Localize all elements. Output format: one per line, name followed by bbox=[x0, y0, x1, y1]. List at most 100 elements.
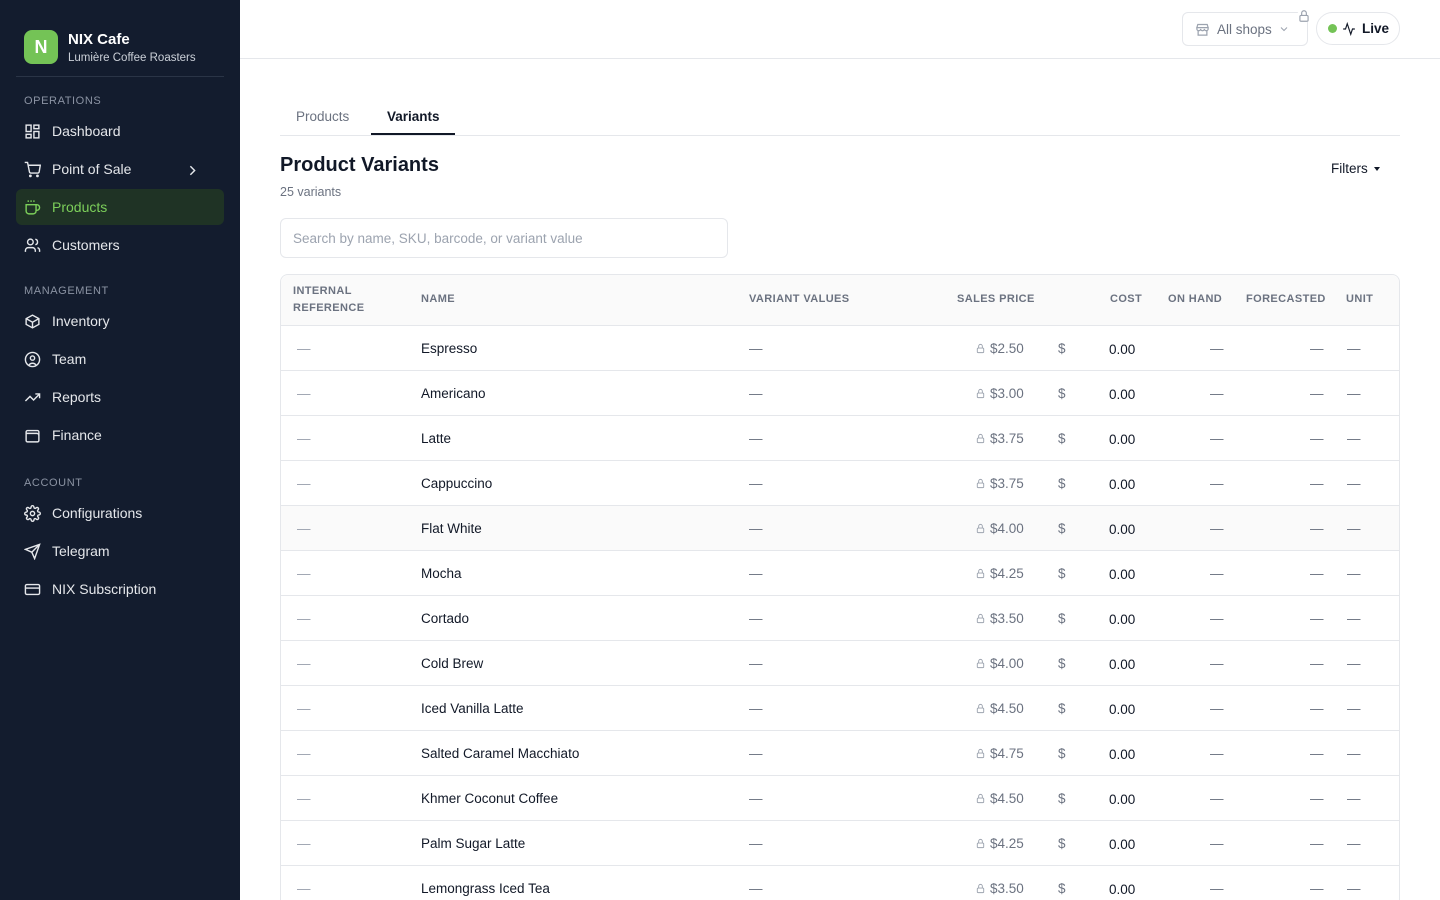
column-header-internal-reference[interactable]: INTERNAL REFERENCE bbox=[293, 283, 364, 317]
sidebar-item-team[interactable]: Team bbox=[16, 341, 224, 377]
sidebar-item-label: Dashboard bbox=[52, 123, 121, 139]
cell-variant-values: — bbox=[749, 341, 763, 356]
cell-unit: — bbox=[1347, 701, 1361, 716]
cell-currency: $ bbox=[1058, 521, 1066, 536]
table-body: — Espresso — $2.50 $0.00 — — — — Americano — $3.00 $… bbox=[281, 326, 1399, 900]
cell-internal-reference: — bbox=[297, 881, 311, 896]
sidebar-item-finance[interactable]: Finance bbox=[16, 417, 224, 453]
column-header-forecasted[interactable]: FORECASTED bbox=[1246, 293, 1326, 305]
column-header-variant-values[interactable]: VARIANT VALUES bbox=[749, 293, 850, 305]
sidebar-item-label: NIX Subscription bbox=[52, 581, 157, 597]
price-value: $4.25 bbox=[990, 566, 1024, 581]
cell-name: Latte bbox=[421, 431, 452, 446]
cell-cost: 0.00 bbox=[1109, 882, 1136, 897]
cell-sales-price: $3.50 bbox=[975, 610, 1024, 627]
tab-products[interactable]: Products bbox=[296, 109, 350, 124]
cell-variant-values: — bbox=[749, 881, 763, 896]
cell-cost: 0.00 bbox=[1109, 792, 1136, 807]
section-label-management: MANAGEMENT bbox=[24, 285, 109, 297]
cell-internal-reference: — bbox=[297, 566, 311, 581]
shop-selector-label: All shops bbox=[1217, 21, 1272, 37]
column-header-sales-price[interactable]: SALES PRICE bbox=[957, 293, 1035, 305]
column-header-name[interactable]: NAME bbox=[421, 293, 455, 305]
live-status-button[interactable]: Live bbox=[1316, 12, 1400, 45]
cell-forecasted: — bbox=[1310, 791, 1324, 806]
lock-icon bbox=[976, 388, 985, 399]
cell-on-hand: — bbox=[1210, 386, 1224, 401]
cell-cost: 0.00 bbox=[1109, 477, 1136, 492]
column-header-on-hand[interactable]: ON HAND bbox=[1168, 293, 1223, 305]
sidebar-item-inventory[interactable]: Inventory bbox=[16, 303, 224, 339]
cell-sales-price: $4.00 bbox=[975, 520, 1024, 537]
price-value: $4.50 bbox=[990, 791, 1024, 806]
column-header-unit[interactable]: UNIT bbox=[1346, 293, 1374, 305]
filters-button[interactable]: Filters bbox=[1331, 161, 1380, 176]
cell-internal-reference: — bbox=[297, 386, 311, 401]
live-label: Live bbox=[1362, 21, 1390, 36]
cell-variant-values: — bbox=[749, 701, 763, 716]
cell-name: Salted Caramel Macchiato bbox=[421, 746, 580, 761]
cell-internal-reference: — bbox=[297, 611, 311, 626]
table-row[interactable]: — Latte — $3.75 $0.00 — — — bbox=[281, 416, 1399, 461]
card-icon bbox=[24, 583, 41, 595]
cell-cost: 0.00 bbox=[1109, 387, 1136, 402]
price-value: $4.25 bbox=[990, 836, 1024, 851]
cell-unit: — bbox=[1347, 386, 1361, 401]
sidebar-item-nix-subscription[interactable]: NIX Subscription bbox=[16, 571, 224, 607]
table-header: INTERNAL REFERENCE NAME VARIANT VALUES S… bbox=[281, 275, 1399, 326]
sidebar-item-configurations[interactable]: Configurations bbox=[16, 495, 224, 531]
main-content: Products Variants Product Variants 25 va… bbox=[280, 59, 1400, 900]
sidebar-item-telegram[interactable]: Telegram bbox=[16, 533, 224, 569]
cell-forecasted: — bbox=[1310, 611, 1324, 626]
table-row[interactable]: — Cappuccino — $3.75 $0.00 — — — bbox=[281, 461, 1399, 506]
cell-unit: — bbox=[1347, 656, 1361, 671]
lock-icon bbox=[976, 883, 985, 894]
price-value: $3.50 bbox=[990, 881, 1024, 896]
cell-name: Espresso bbox=[421, 341, 478, 356]
sidebar-item-customers[interactable]: Customers bbox=[16, 227, 224, 263]
lock-icon bbox=[976, 613, 985, 624]
table-row[interactable]: — Iced Vanilla Latte — $4.50 $0.00 — — — bbox=[281, 686, 1399, 731]
table-row[interactable]: — Flat White — $4.00 $0.00 — — — bbox=[281, 506, 1399, 551]
sidebar-item-reports[interactable]: Reports bbox=[16, 379, 224, 415]
cell-internal-reference: — bbox=[297, 746, 311, 761]
cell-on-hand: — bbox=[1210, 836, 1224, 851]
table-row[interactable]: — Cortado — $3.50 $0.00 — — — bbox=[281, 596, 1399, 641]
sidebar-item-dashboard[interactable]: Dashboard bbox=[16, 113, 224, 149]
table-row[interactable]: — Espresso — $2.50 $0.00 — — — bbox=[281, 326, 1399, 371]
send-icon bbox=[24, 542, 41, 560]
sidebar-item-label: Reports bbox=[52, 389, 102, 405]
search-input[interactable] bbox=[280, 218, 728, 258]
column-header-cost[interactable]: COST bbox=[1110, 293, 1143, 305]
tab-variants[interactable]: Variants bbox=[387, 109, 440, 124]
lock-icon bbox=[976, 568, 985, 579]
cell-cost: 0.00 bbox=[1109, 522, 1136, 537]
sidebar-item-label: Telegram bbox=[52, 543, 110, 559]
cell-name: Lemongrass Iced Tea bbox=[421, 881, 550, 896]
live-dot bbox=[1328, 24, 1337, 33]
cell-currency: $ bbox=[1058, 656, 1066, 671]
table-row[interactable]: — Mocha — $4.25 $0.00 — — — bbox=[281, 551, 1399, 596]
price-value: $4.00 bbox=[990, 521, 1024, 536]
lock-icon bbox=[976, 748, 985, 759]
sidebar: N NIX Cafe Lumière Coffee Roasters OPERA… bbox=[0, 0, 240, 900]
activity-icon bbox=[1343, 21, 1355, 36]
brand[interactable]: N NIX Cafe Lumière Coffee Roasters bbox=[0, 0, 240, 76]
table-row[interactable]: — Salted Caramel Macchiato — $4.75 $0.00 — — — bbox=[281, 731, 1399, 776]
table-row[interactable]: — Americano — $3.00 $0.00 — — — bbox=[281, 371, 1399, 416]
table-row[interactable]: — Lemongrass Iced Tea — $3.50 $0.00 — — — bbox=[281, 866, 1399, 900]
header-line: INTERNAL bbox=[293, 285, 352, 297]
shop-selector[interactable]: All shops bbox=[1182, 12, 1308, 46]
cell-internal-reference: — bbox=[297, 431, 311, 446]
lock-icon bbox=[1297, 9, 1311, 23]
sidebar-divider bbox=[16, 76, 224, 77]
sidebar-item-point-of-sale[interactable]: Point of Sale bbox=[16, 151, 224, 187]
cell-sales-price: $3.50 bbox=[975, 880, 1024, 897]
table-row[interactable]: — Khmer Coconut Coffee — $4.50 $0.00 — — — bbox=[281, 776, 1399, 821]
table-row[interactable]: — Cold Brew — $4.00 $0.00 — — — bbox=[281, 641, 1399, 686]
table-row[interactable]: — Palm Sugar Latte — $4.25 $0.00 — — — bbox=[281, 821, 1399, 866]
sidebar-item-products[interactable]: Products bbox=[16, 189, 224, 225]
cell-cost: 0.00 bbox=[1109, 567, 1136, 582]
cell-currency: $ bbox=[1058, 746, 1066, 761]
cell-on-hand: — bbox=[1210, 476, 1224, 491]
